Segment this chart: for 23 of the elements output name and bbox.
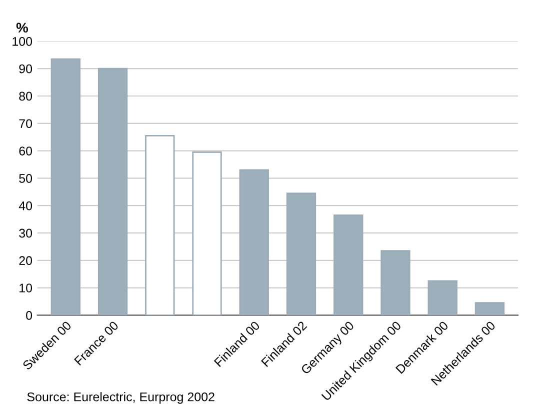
y-tick-label: 0 [26, 310, 32, 320]
bar [474, 302, 505, 316]
y-tick-label: 90 [19, 64, 32, 74]
bar [192, 151, 222, 316]
y-tick-label: 80 [19, 92, 32, 101]
y-tick-label: 10 [20, 284, 32, 292]
bar [145, 135, 175, 316]
y-axis-title: % [16, 22, 28, 33]
y-tick-label: 20 [19, 256, 32, 266]
y-tick-label: 30 [19, 228, 32, 238]
bar [334, 214, 364, 316]
y-tick-label: 40 [18, 201, 32, 210]
y-tick-label: 60 [19, 146, 32, 156]
y-tick-label: 70 [19, 119, 32, 128]
source-note: Source: Eurelectric, Eurprog 2002 [27, 392, 214, 404]
bar [50, 58, 80, 316]
bar [286, 192, 316, 316]
y-tick-label: 100 [12, 37, 32, 46]
bar [239, 169, 269, 316]
y-tick-label: 50 [19, 174, 32, 183]
bar [380, 250, 410, 316]
bar [428, 280, 458, 316]
bar [98, 68, 128, 316]
